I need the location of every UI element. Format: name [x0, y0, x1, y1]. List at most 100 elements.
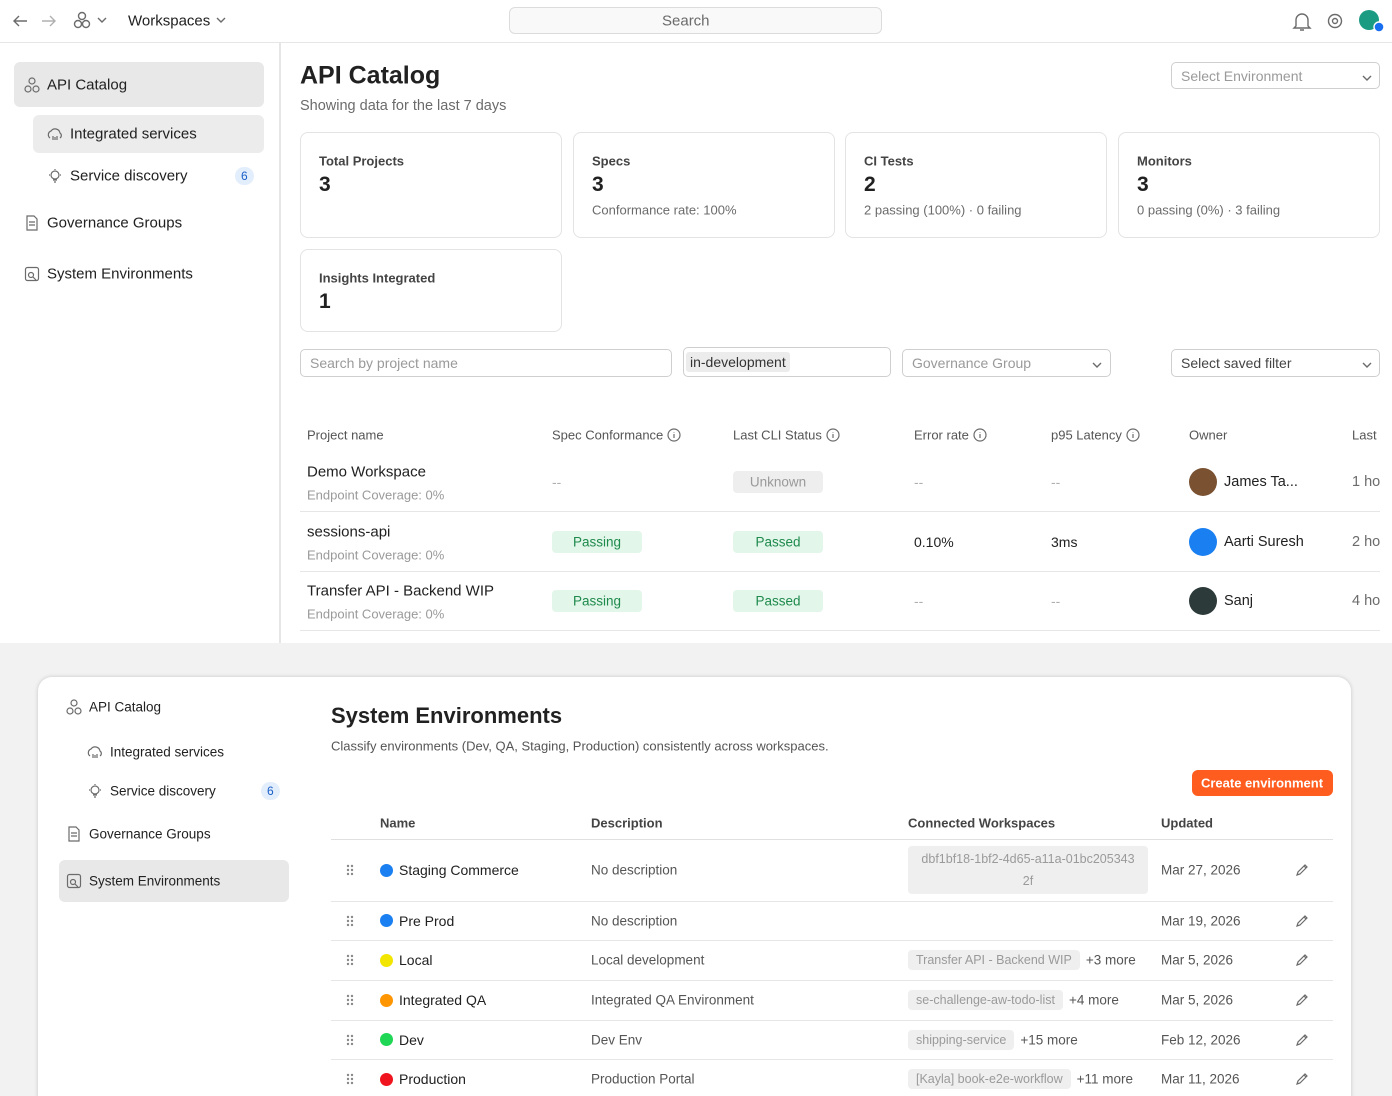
stat-value: 3	[592, 173, 604, 196]
page-subtitle: Showing data for the last 7 days	[300, 98, 507, 114]
more-count: +4 more	[1068, 992, 1119, 1008]
env-name: Production	[399, 1071, 466, 1087]
column-header: Updated	[1161, 815, 1213, 831]
column-header: Owner	[1189, 427, 1228, 443]
status-pill	[733, 590, 823, 612]
stat-label: CI Tests	[864, 153, 914, 169]
cell-text: --	[1051, 474, 1061, 490]
cell-text: 3ms	[1051, 533, 1078, 550]
nav-icon	[24, 266, 40, 282]
edit-icon	[1296, 914, 1308, 927]
more-count: +3 more	[1085, 952, 1136, 968]
row-divider	[331, 901, 1333, 902]
column-header: Error rate	[914, 427, 969, 443]
env-description: Dev Env	[591, 1032, 643, 1047]
nav-item[interactable]: Integrated services	[70, 125, 197, 143]
drag-handle	[346, 1034, 354, 1045]
workspace-switcher[interactable]: Workspaces	[128, 12, 211, 30]
env-description: Integrated QA Environment	[591, 992, 754, 1008]
owner-name: James Ta...	[1224, 474, 1298, 490]
env-name: Integrated QA	[399, 992, 487, 1008]
info-icon	[667, 428, 681, 442]
environment-select-label: Select Environment	[1181, 68, 1303, 84]
search-input[interactable]	[300, 349, 672, 377]
row-divider	[331, 1059, 1333, 1060]
nav-icon	[47, 128, 62, 140]
nav-active	[33, 115, 264, 153]
row-divider	[300, 630, 1380, 631]
nav-item[interactable]: Service discovery	[110, 783, 216, 799]
drag-handle	[346, 994, 354, 1006]
env-description: Production Portal	[591, 1071, 695, 1087]
env-dot	[380, 863, 393, 877]
nav-item[interactable]: System Environments	[89, 873, 221, 889]
saved-filter-select[interactable]	[1171, 349, 1380, 377]
status-pill	[733, 471, 823, 493]
info-icon	[973, 428, 987, 442]
last-updated: 1 ho	[1352, 474, 1381, 490]
edit-icon	[1296, 954, 1308, 966]
env-updated: Mar 5, 2026	[1161, 952, 1234, 968]
column-header: Last CLI Status	[733, 427, 822, 443]
nav-item[interactable]: Governance Groups	[47, 214, 183, 232]
nav-item[interactable]: System Environments	[47, 265, 193, 283]
sidebar-border	[279, 43, 281, 643]
endpoint-coverage: Endpoint Coverage: 0%	[307, 547, 445, 562]
stat-card	[573, 132, 835, 238]
info-icon	[1126, 428, 1140, 442]
drag-handle	[346, 915, 354, 926]
governance-select[interactable]	[902, 349, 1111, 377]
panel-title: System Environments	[331, 703, 563, 728]
info-icon	[826, 428, 840, 442]
env-updated: Mar 11, 2026	[1161, 1071, 1240, 1087]
create-button[interactable]	[1192, 770, 1333, 796]
env-name: Dev	[399, 1031, 424, 1048]
env-description: No description	[591, 913, 678, 928]
nav-icon	[89, 784, 101, 798]
status-text: Passing	[572, 534, 622, 549]
env-updated: Mar 5, 2026	[1161, 992, 1234, 1008]
environment-select[interactable]	[1171, 62, 1380, 89]
nav-item[interactable]: Integrated services	[110, 744, 225, 760]
forward-icon	[42, 15, 56, 27]
project-name: sessions-api	[307, 523, 391, 540]
project-name: Demo Workspace	[307, 463, 426, 481]
status-text: Unknown	[749, 474, 807, 490]
top-window	[0, 0, 1392, 643]
nav-item[interactable]: Governance Groups	[89, 826, 211, 842]
nav-active	[14, 62, 264, 107]
cell-text: --	[914, 474, 924, 490]
status-pill	[733, 530, 823, 553]
tag-input[interactable]	[683, 347, 891, 377]
user-avatar	[1359, 10, 1385, 33]
stat-label: Total Projects	[319, 153, 405, 169]
owner-name: Aarti Suresh	[1224, 533, 1304, 550]
row-divider	[331, 940, 1333, 941]
more-count: +11 more	[1076, 1071, 1134, 1087]
tag-chip: in-development	[686, 352, 790, 372]
panel-subtitle: Classify environments (Dev, QA, Staging,…	[331, 738, 829, 754]
row-divider	[331, 980, 1333, 981]
nav-active	[59, 860, 289, 902]
cell-text: 0.10%	[914, 533, 954, 550]
nav-item[interactable]: Service discovery	[70, 167, 188, 185]
stat-label: Insights Integrated	[319, 270, 436, 286]
stat-card	[300, 132, 562, 238]
last-updated: 2 ho	[1352, 533, 1381, 550]
nav-item[interactable]: API Catalog	[47, 76, 128, 94]
search-bar[interactable]	[509, 7, 882, 34]
status-text: Passed	[755, 593, 801, 609]
nav-icon	[68, 826, 80, 842]
drag-handle	[346, 864, 354, 876]
workspace-chip: Transfer API - Backend WIP	[908, 950, 1080, 970]
edit-icon	[1296, 864, 1308, 876]
drag-handle	[346, 954, 354, 966]
last-updated: 4 ho	[1352, 593, 1381, 609]
stat-detail: 0 passing (0%) · 3 failing	[1137, 202, 1281, 218]
governance-placeholder: Governance Group	[912, 355, 1032, 371]
env-updated: Mar 19, 2026	[1161, 913, 1241, 928]
nav-item[interactable]: API Catalog	[89, 699, 162, 715]
topbar-border	[0, 42, 1392, 43]
column-header: p95 Latency	[1051, 427, 1122, 443]
